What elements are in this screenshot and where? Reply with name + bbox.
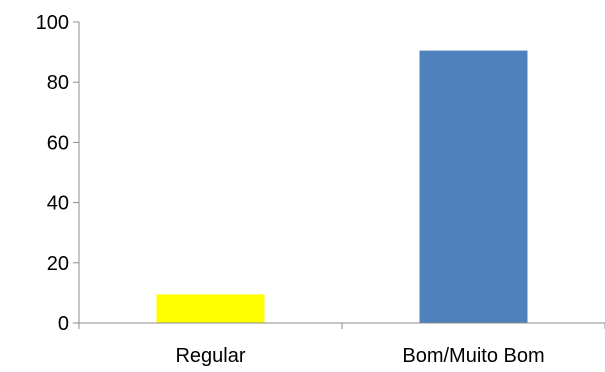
- bar-regular: [156, 294, 265, 323]
- x-axis-ticks: Regular Bom/Muito Bom: [78, 323, 605, 367]
- y-tick-label: 60: [47, 132, 69, 154]
- y-tick-label: 20: [47, 253, 69, 275]
- y-tick-label: 40: [47, 193, 69, 215]
- bar-bom-muito-bom: [419, 50, 528, 323]
- y-tick-label: 80: [47, 72, 69, 94]
- x-tick-label: Bom/Muito Bom: [402, 345, 544, 367]
- x-tick-label: Regular: [175, 345, 245, 367]
- y-axis-ticks: 0 20 40 60 80 100: [36, 12, 79, 335]
- bars-group: [156, 50, 528, 323]
- y-tick-label: 0: [58, 313, 69, 335]
- y-tick-label: 100: [36, 12, 69, 34]
